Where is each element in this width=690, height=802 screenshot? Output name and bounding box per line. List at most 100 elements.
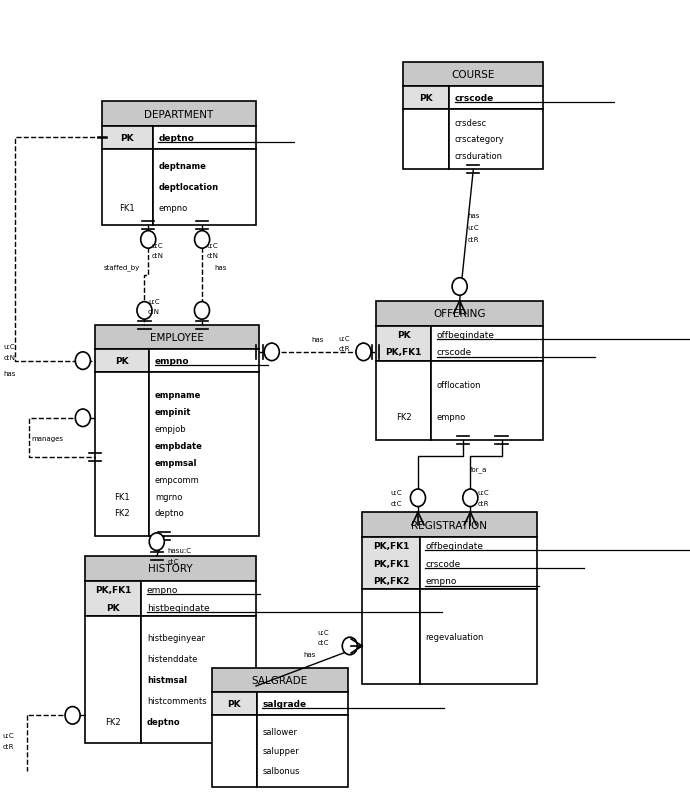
Text: d:C: d:C xyxy=(317,639,329,645)
Bar xyxy=(153,149,256,226)
Text: FK2: FK2 xyxy=(395,413,411,422)
Text: has: has xyxy=(303,651,315,657)
Text: u:C: u:C xyxy=(391,489,402,496)
Bar xyxy=(95,326,259,350)
Text: REGISTRATION: REGISTRATION xyxy=(411,520,487,530)
Text: FK1: FK1 xyxy=(115,492,130,501)
Bar xyxy=(150,372,259,537)
Text: d:R: d:R xyxy=(477,500,489,506)
Bar xyxy=(212,692,257,715)
Text: crscode: crscode xyxy=(425,559,460,568)
Circle shape xyxy=(65,707,80,724)
Text: u:C: u:C xyxy=(3,732,14,739)
Text: crscode: crscode xyxy=(455,94,494,103)
Text: FK1: FK1 xyxy=(119,204,135,213)
Bar xyxy=(403,87,449,110)
Circle shape xyxy=(141,231,156,249)
Circle shape xyxy=(75,410,90,427)
Text: empno: empno xyxy=(158,204,188,213)
Bar xyxy=(95,350,150,372)
Bar xyxy=(431,361,544,441)
Text: COURSE: COURSE xyxy=(452,70,495,80)
Text: d:C: d:C xyxy=(391,500,402,506)
Bar xyxy=(362,512,537,537)
Text: d:N: d:N xyxy=(206,253,218,259)
Text: histmsal: histmsal xyxy=(147,675,187,684)
Bar xyxy=(212,668,348,692)
Text: d:R: d:R xyxy=(338,346,350,351)
Bar xyxy=(85,581,141,616)
Text: DEPARTMENT: DEPARTMENT xyxy=(144,110,214,119)
Text: deptname: deptname xyxy=(158,162,206,171)
Bar xyxy=(376,302,544,326)
Text: hasu:C: hasu:C xyxy=(168,548,192,553)
Text: u:C: u:C xyxy=(317,629,329,635)
Text: has: has xyxy=(311,337,324,342)
Text: empbdate: empbdate xyxy=(155,441,203,451)
Bar xyxy=(141,581,256,616)
Text: OFFERING: OFFERING xyxy=(433,309,486,318)
Text: PK,FK1: PK,FK1 xyxy=(385,348,422,357)
Circle shape xyxy=(342,638,357,655)
Text: PK: PK xyxy=(106,603,120,612)
Text: PK,FK2: PK,FK2 xyxy=(373,577,409,585)
Text: offbegindate: offbegindate xyxy=(437,330,495,339)
Bar xyxy=(85,557,256,581)
Bar xyxy=(376,361,431,441)
Text: PK: PK xyxy=(420,94,433,103)
Text: u:C: u:C xyxy=(3,344,15,350)
Bar xyxy=(420,589,537,684)
Text: PK: PK xyxy=(397,330,411,339)
Text: offbegindate: offbegindate xyxy=(425,541,483,550)
Text: PK,FK1: PK,FK1 xyxy=(373,559,409,568)
Text: for_a: for_a xyxy=(470,465,487,472)
Text: crsduration: crsduration xyxy=(455,152,503,161)
Text: sallower: sallower xyxy=(262,727,297,735)
Bar xyxy=(153,127,256,149)
Bar xyxy=(150,350,259,372)
Text: deptno: deptno xyxy=(155,508,185,518)
Text: empjob: empjob xyxy=(155,424,186,434)
Text: empname: empname xyxy=(155,391,201,400)
Circle shape xyxy=(149,533,164,551)
Text: empmsal: empmsal xyxy=(155,458,197,468)
Bar xyxy=(212,715,257,788)
Bar xyxy=(449,110,544,170)
Text: u:C: u:C xyxy=(468,225,480,231)
Text: empno: empno xyxy=(425,577,457,585)
Bar xyxy=(431,326,544,361)
Text: PK: PK xyxy=(121,134,135,143)
Text: FK2: FK2 xyxy=(106,717,121,726)
Text: has: has xyxy=(468,213,480,219)
Text: empcomm: empcomm xyxy=(155,475,199,484)
Text: u:C: u:C xyxy=(477,489,489,496)
Circle shape xyxy=(264,343,279,361)
Text: deptno: deptno xyxy=(158,134,194,143)
Text: empinit: empinit xyxy=(155,408,191,417)
Bar xyxy=(95,372,150,537)
Text: d:R: d:R xyxy=(468,237,480,243)
Bar xyxy=(376,326,431,361)
Text: histbegindate: histbegindate xyxy=(147,603,210,612)
Text: mgrno: mgrno xyxy=(155,492,182,501)
Circle shape xyxy=(195,231,210,249)
Text: HISTORY: HISTORY xyxy=(148,564,193,573)
Text: histbeginyear: histbeginyear xyxy=(147,634,205,642)
Circle shape xyxy=(75,352,90,370)
Text: crscategory: crscategory xyxy=(455,136,504,144)
Text: has: has xyxy=(215,265,227,270)
Bar xyxy=(362,537,420,589)
Bar xyxy=(362,589,420,684)
Bar xyxy=(141,616,256,743)
Circle shape xyxy=(137,302,152,320)
Text: histcomments: histcomments xyxy=(147,696,206,705)
Text: has: has xyxy=(3,371,16,376)
Text: PK: PK xyxy=(227,699,241,708)
Bar xyxy=(85,616,141,743)
Text: deptno: deptno xyxy=(147,717,181,726)
Text: u:C: u:C xyxy=(338,335,350,341)
Bar xyxy=(102,103,256,127)
Text: d:N: d:N xyxy=(148,309,160,315)
Text: salgrade: salgrade xyxy=(262,699,306,708)
Bar xyxy=(257,692,348,715)
